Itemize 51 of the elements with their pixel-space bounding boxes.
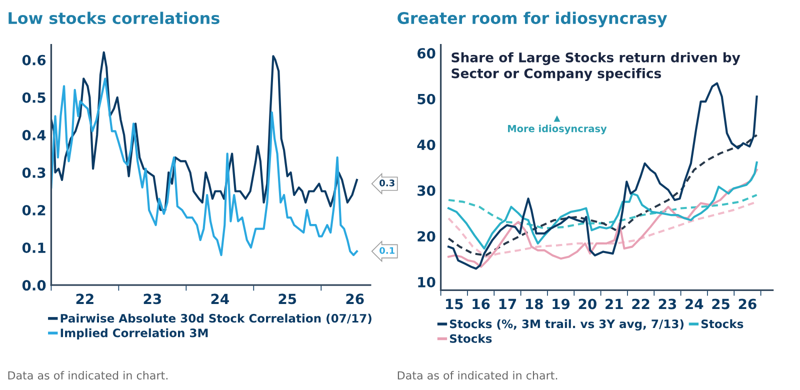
legend-label: Stocks: [701, 319, 744, 328]
x-tick-label: 18: [526, 298, 543, 310]
legend-label: Implied Correlation 3M: [60, 328, 208, 340]
line-series: [447, 168, 758, 268]
line-series: [447, 194, 758, 230]
y-tick-label: 0.5: [22, 92, 46, 103]
text: Data as of indicated in chart.: [8, 370, 168, 380]
legend-label: Pairwise Absolute 30d Stock Correlation (07/17): [60, 314, 372, 324]
x-tick-label: 15: [446, 298, 463, 310]
annotation: 0.1: [380, 247, 394, 254]
x-tick-label: 24: [686, 298, 704, 310]
y-tick-label: 0.4: [22, 130, 46, 140]
y-tick-label: 20: [418, 231, 436, 242]
annotation: 0.3: [380, 180, 394, 186]
y-tick-label: 50: [418, 94, 436, 104]
y-tick-label: 30: [418, 185, 436, 196]
x-tick-label: 22: [632, 298, 650, 310]
y-tick-label: 40: [417, 140, 436, 150]
line-series: [447, 82, 758, 270]
x-tick-label: 19: [552, 298, 570, 310]
x-tick-label: 21: [606, 298, 623, 310]
y-tick-label: 0.3: [22, 167, 46, 178]
x-tick-label: 16: [472, 298, 490, 310]
y-tick-label: 0.1: [22, 242, 46, 254]
annotation: ▲: [554, 115, 560, 122]
x-tick-label: 26: [738, 298, 756, 310]
line-series: [447, 161, 758, 250]
text: Data as of indicated in chart.: [398, 370, 558, 380]
x-tick-label: 25: [278, 294, 296, 304]
chart-title: Low stocks correlations: [8, 12, 220, 24]
y-tick-label: 60: [417, 48, 436, 59]
y-tick-label: 0.2: [22, 204, 46, 216]
annotation: More idiosyncrasy: [508, 124, 607, 134]
x-tick-label: 25: [712, 298, 730, 310]
y-tick-label: 0.0: [22, 280, 46, 291]
legend-label: Stocks: [450, 334, 492, 343]
chart-title: Greater room for idiosyncrasy: [398, 12, 668, 28]
legend-label: Stocks (%, 3M trail. vs 3Y avg, 7/13): [450, 319, 684, 331]
x-tick-label: 24: [211, 294, 229, 304]
x-tick-label: 22: [76, 294, 94, 304]
line-series: [51, 78, 358, 256]
line-series: [51, 51, 358, 212]
x-tick-label: 20: [578, 298, 596, 310]
x-tick-label: 23: [144, 294, 161, 304]
line-series: [447, 134, 758, 256]
x-tick-label: 23: [658, 298, 676, 310]
x-tick-label: 26: [346, 294, 364, 304]
y-tick-label: 0.6: [22, 54, 46, 66]
text: Share of Large Stocks return driven by Sector or Company specifics: [452, 52, 740, 81]
y-tick-label: 10: [418, 276, 436, 288]
x-tick-label: 17: [499, 298, 516, 310]
